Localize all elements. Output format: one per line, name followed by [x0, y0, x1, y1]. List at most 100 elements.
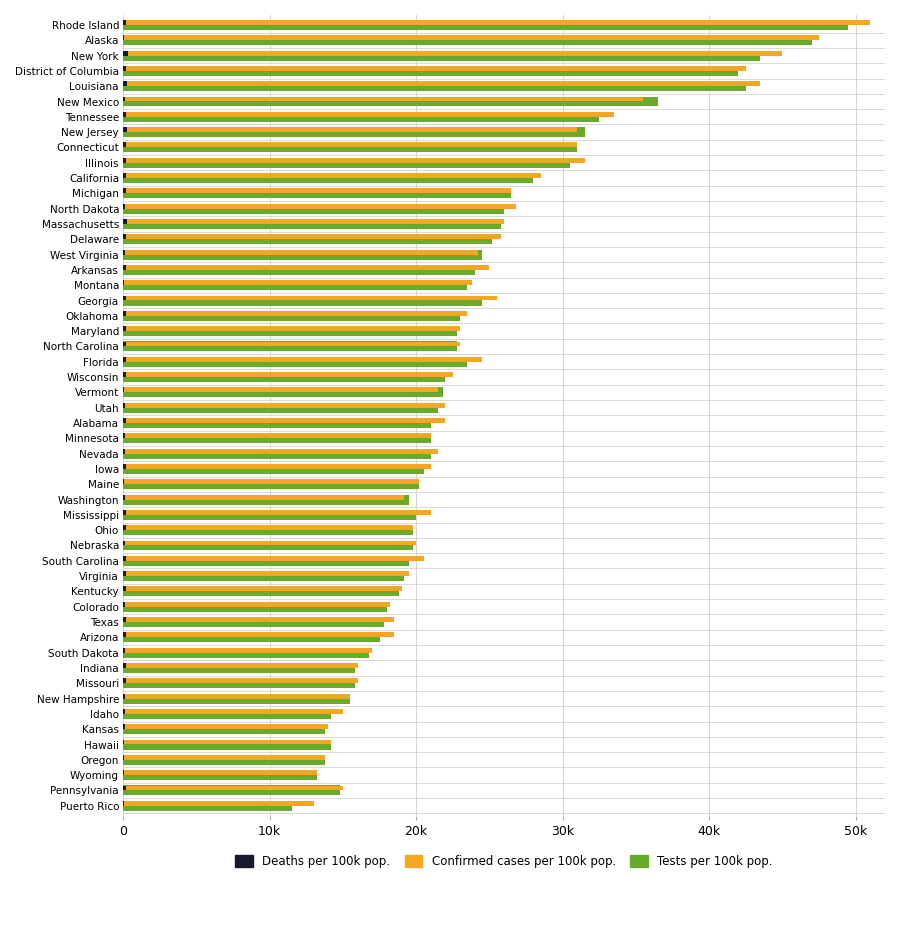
- Bar: [123, 495, 409, 504]
- Bar: [123, 296, 482, 305]
- Bar: [123, 479, 124, 485]
- Bar: [123, 204, 504, 214]
- Bar: [123, 801, 292, 810]
- Bar: [123, 464, 125, 469]
- Bar: [123, 755, 325, 760]
- Bar: [123, 724, 325, 734]
- Bar: [123, 709, 343, 714]
- Bar: [123, 755, 325, 764]
- Bar: [123, 311, 467, 316]
- Bar: [123, 372, 453, 377]
- Bar: [123, 464, 431, 469]
- Bar: [123, 587, 125, 592]
- Bar: [123, 250, 478, 254]
- Bar: [123, 525, 413, 531]
- Bar: [123, 418, 431, 428]
- Bar: [123, 709, 125, 714]
- Bar: [123, 770, 124, 775]
- Bar: [123, 495, 404, 500]
- Bar: [123, 357, 482, 362]
- Bar: [123, 678, 357, 684]
- Bar: [123, 66, 746, 70]
- Bar: [123, 158, 585, 162]
- Bar: [123, 97, 658, 106]
- Bar: [123, 342, 460, 346]
- Bar: [123, 694, 125, 699]
- Bar: [123, 541, 125, 546]
- Bar: [123, 740, 331, 749]
- Legend: Deaths per 100k pop., Confirmed cases per 100k pop., Tests per 100k pop.: Deaths per 100k pop., Confirmed cases pe…: [230, 849, 778, 874]
- Bar: [123, 418, 446, 423]
- Bar: [123, 633, 126, 638]
- Bar: [123, 173, 541, 178]
- Bar: [123, 464, 424, 474]
- Bar: [123, 219, 501, 229]
- Bar: [123, 755, 124, 760]
- Bar: [123, 678, 355, 688]
- Bar: [123, 280, 124, 285]
- Bar: [123, 571, 409, 577]
- Bar: [123, 632, 380, 642]
- Bar: [123, 449, 431, 458]
- Bar: [123, 418, 126, 423]
- Bar: [123, 556, 424, 561]
- Bar: [123, 127, 585, 137]
- Bar: [123, 434, 431, 443]
- Bar: [123, 388, 443, 397]
- Bar: [123, 204, 125, 208]
- Bar: [123, 189, 511, 193]
- Bar: [123, 311, 125, 316]
- Bar: [123, 388, 124, 393]
- Bar: [123, 786, 343, 791]
- Bar: [123, 97, 644, 101]
- Bar: [123, 694, 350, 699]
- Bar: [123, 403, 446, 408]
- Bar: [123, 556, 126, 561]
- Bar: [123, 786, 340, 795]
- Bar: [123, 449, 125, 454]
- Bar: [123, 342, 125, 346]
- Bar: [123, 556, 409, 566]
- Bar: [123, 587, 401, 592]
- Bar: [123, 36, 812, 45]
- Bar: [123, 357, 126, 362]
- Bar: [123, 648, 373, 653]
- Bar: [123, 633, 394, 638]
- Bar: [123, 403, 125, 408]
- Bar: [123, 250, 125, 254]
- Bar: [123, 311, 460, 321]
- Bar: [123, 20, 870, 25]
- Bar: [123, 571, 125, 577]
- Bar: [123, 602, 390, 607]
- Bar: [123, 235, 492, 244]
- Bar: [123, 541, 413, 550]
- Bar: [123, 678, 125, 684]
- Bar: [123, 280, 467, 290]
- Bar: [123, 434, 125, 439]
- Bar: [123, 342, 457, 351]
- Bar: [123, 51, 782, 55]
- Bar: [123, 479, 419, 485]
- Bar: [123, 617, 125, 622]
- Bar: [123, 265, 490, 269]
- Bar: [123, 81, 746, 91]
- Bar: [123, 663, 355, 673]
- Bar: [123, 541, 416, 546]
- Bar: [123, 235, 125, 239]
- Bar: [123, 617, 394, 622]
- Bar: [123, 602, 387, 611]
- Bar: [123, 36, 819, 40]
- Bar: [123, 663, 357, 668]
- Bar: [123, 648, 125, 653]
- Bar: [123, 587, 399, 596]
- Bar: [123, 112, 614, 116]
- Bar: [123, 127, 127, 132]
- Bar: [123, 724, 125, 730]
- Bar: [123, 510, 431, 515]
- Bar: [123, 66, 739, 76]
- Bar: [123, 326, 457, 336]
- Bar: [123, 602, 125, 607]
- Bar: [123, 510, 416, 520]
- Bar: [123, 250, 482, 259]
- Bar: [123, 479, 419, 489]
